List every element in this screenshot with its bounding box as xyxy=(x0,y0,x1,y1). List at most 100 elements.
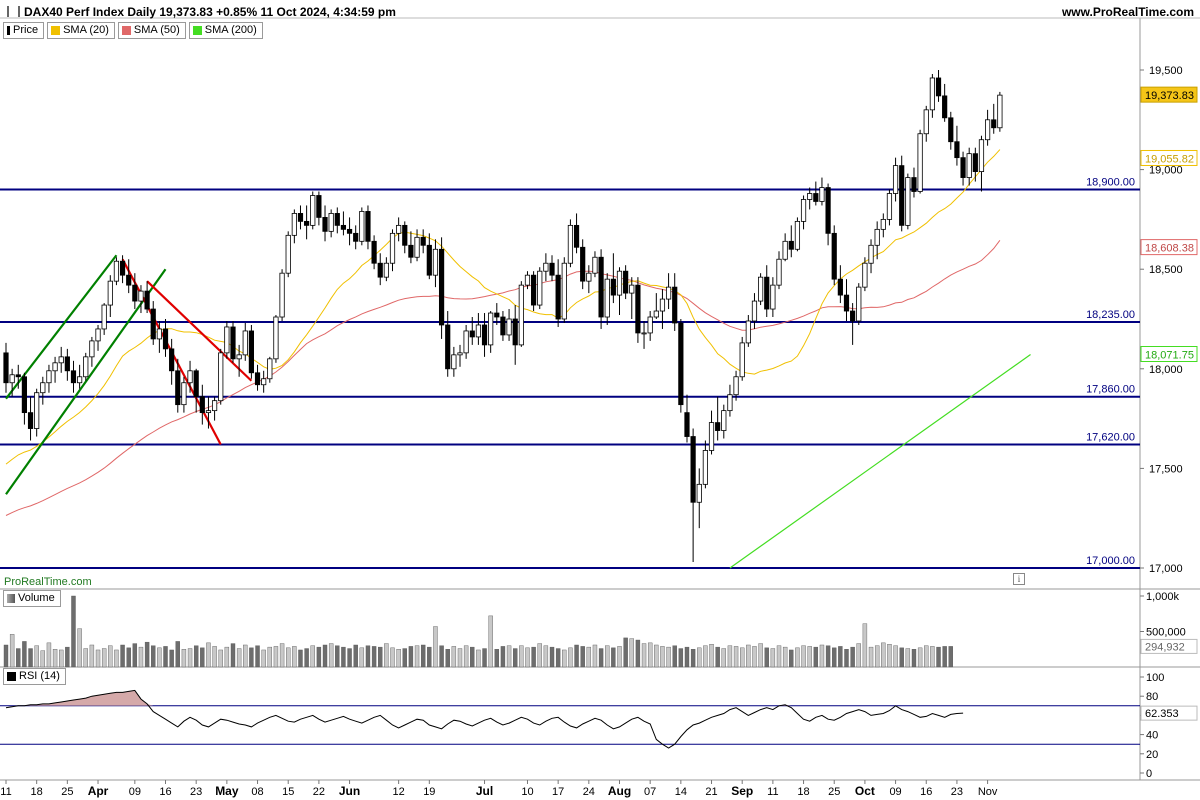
legend-sma200[interactable]: SMA (200) xyxy=(188,22,263,39)
volume-bar xyxy=(881,642,886,668)
rsi-line xyxy=(5,689,964,749)
volume-bar xyxy=(740,647,745,668)
volume-bar xyxy=(666,646,671,668)
price-tick-label: 17,000 xyxy=(1149,563,1183,575)
candle-body xyxy=(156,328,162,340)
volume-bar xyxy=(678,648,684,668)
candles xyxy=(3,70,1003,563)
candle-body xyxy=(819,187,825,202)
volume-bar xyxy=(181,649,187,668)
legend-sma20[interactable]: SMA (20) xyxy=(47,22,115,39)
candle-body xyxy=(359,211,365,242)
candle-body xyxy=(113,260,120,282)
candle-body xyxy=(684,412,690,437)
candle-body xyxy=(83,356,89,378)
volume-bar xyxy=(697,647,702,668)
price-tick-label: 19,000 xyxy=(1149,165,1183,177)
candle-body xyxy=(531,274,537,306)
legend-sma50-swatch xyxy=(121,26,131,35)
volume-bar xyxy=(629,638,634,668)
candle-body xyxy=(665,286,672,300)
candle-body xyxy=(862,262,868,288)
volume-bar xyxy=(273,646,279,668)
candle-body xyxy=(972,153,978,172)
volume-bar xyxy=(684,646,690,668)
horizontal-level-label: 17,860.00 xyxy=(1086,384,1135,396)
candle-body xyxy=(948,117,954,143)
volume-last-label: 294,932 xyxy=(1145,641,1185,653)
candle-body xyxy=(95,328,101,342)
volume-bar xyxy=(494,649,499,668)
price-label-box xyxy=(1140,239,1198,256)
time-label: 16 xyxy=(159,786,171,798)
candle-body xyxy=(3,352,9,384)
candle-body xyxy=(733,376,739,396)
candle-body xyxy=(506,318,512,336)
candle-body xyxy=(267,358,273,380)
info-icon[interactable]: i xyxy=(1013,573,1025,585)
candle-body xyxy=(107,280,113,306)
legend-price[interactable]: Price xyxy=(3,22,45,39)
volume-bar xyxy=(856,643,861,668)
candle-body xyxy=(414,236,420,258)
volume-bar xyxy=(249,647,254,668)
volume-bar xyxy=(347,648,352,668)
volume-tick-label: 500,000 xyxy=(1146,627,1186,639)
volume-bar xyxy=(236,648,242,668)
time-label: 25 xyxy=(61,786,73,798)
candle-body xyxy=(770,284,776,310)
candle-body xyxy=(334,213,340,226)
candle-body xyxy=(273,316,279,360)
legend-sma200-swatch xyxy=(192,26,202,35)
sma50-line xyxy=(5,239,1001,516)
volume-bar xyxy=(420,644,426,668)
candle-body xyxy=(285,234,291,274)
candle-body xyxy=(813,193,819,202)
price-label-box xyxy=(1140,149,1198,166)
candle-body xyxy=(181,382,187,406)
volume-bar xyxy=(911,649,917,668)
candle-body xyxy=(807,193,813,200)
site-link[interactable]: www.ProRealTime.com xyxy=(1061,5,1194,19)
candle-body xyxy=(794,220,801,250)
candle-body xyxy=(279,272,285,318)
volume-bar xyxy=(549,646,555,668)
horizontal-level-label: 17,620.00 xyxy=(1086,431,1135,443)
volume-label[interactable]: Volume xyxy=(3,590,61,607)
candle-body xyxy=(721,410,727,431)
candle-body xyxy=(420,236,426,246)
volume-bar xyxy=(764,647,769,668)
candle-body xyxy=(764,276,770,310)
candle-body xyxy=(629,284,635,294)
candle-body xyxy=(837,278,843,296)
candle-body xyxy=(708,422,715,451)
volume-bar xyxy=(22,641,27,668)
candle-body xyxy=(199,396,205,414)
volume-bar xyxy=(144,641,150,668)
volume-bar xyxy=(819,644,825,668)
candle-body xyxy=(248,330,254,374)
volume-bar xyxy=(28,648,33,668)
candle-body xyxy=(715,422,721,431)
time-label: 09 xyxy=(889,786,901,798)
legend-sma50[interactable]: SMA (50) xyxy=(117,22,186,39)
time-label: Aug xyxy=(608,784,631,798)
candle-body xyxy=(702,450,708,485)
volume-bar xyxy=(457,648,463,668)
volume-bar xyxy=(3,644,9,668)
candle-body xyxy=(494,312,500,318)
volume-bar xyxy=(703,645,708,668)
candle-body xyxy=(561,262,567,320)
candle-body xyxy=(911,177,917,192)
price-label-price: 19,373.83 xyxy=(1145,90,1194,102)
volume-bar xyxy=(807,646,812,668)
rsi-tick-label: 20 xyxy=(1146,749,1158,761)
volume-bar xyxy=(519,645,524,668)
candle-body xyxy=(169,348,175,372)
volume-bar xyxy=(580,646,585,668)
rsi-label[interactable]: RSI (14) xyxy=(3,668,66,685)
volume-bar xyxy=(647,642,653,668)
volume-bar xyxy=(157,647,162,668)
candle-body xyxy=(935,77,942,97)
